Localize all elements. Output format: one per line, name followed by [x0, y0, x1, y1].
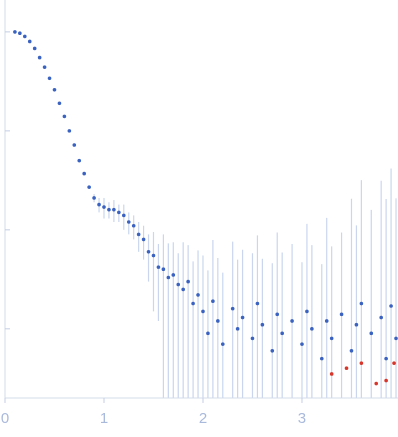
data-point: [384, 356, 388, 361]
data-point: [344, 366, 349, 371]
data-point: [13, 30, 17, 34]
x-tick-label: 3: [298, 410, 306, 427]
data-point: [57, 101, 62, 106]
data-point: [136, 232, 141, 237]
data-point: [82, 171, 86, 176]
data-point: [176, 282, 181, 287]
data-point: [329, 336, 334, 341]
data-point: [359, 301, 364, 306]
data-point: [290, 319, 294, 323]
x-tick-label: 0: [1, 410, 9, 427]
data-point: [107, 207, 111, 212]
data-point: [52, 87, 57, 92]
data-point: [92, 196, 96, 200]
data-point: [392, 361, 396, 365]
points: [13, 30, 398, 386]
data-point: [102, 205, 106, 209]
data-point: [117, 210, 121, 215]
data-point: [87, 185, 91, 189]
data-point: [191, 301, 195, 306]
data-point: [126, 220, 131, 224]
data-point: [72, 143, 77, 147]
data-point: [131, 223, 136, 228]
data-point: [379, 315, 383, 320]
data-point: [310, 327, 314, 331]
data-point: [300, 342, 304, 346]
data-point: [206, 331, 210, 336]
data-point: [37, 55, 42, 60]
data-point: [275, 312, 280, 317]
data-point: [211, 299, 215, 304]
data-point: [384, 378, 388, 383]
data-point: [324, 319, 329, 323]
data-point: [240, 315, 245, 320]
data-point: [121, 213, 126, 218]
x-tick-label: 1: [100, 410, 108, 427]
data-point: [394, 336, 398, 341]
data-point: [62, 114, 67, 119]
data-point: [359, 361, 364, 365]
axes: 0 1 2 3: [1, 0, 398, 427]
data-point: [146, 250, 151, 254]
data-point: [67, 129, 72, 133]
data-point: [349, 348, 354, 353]
data-point: [18, 31, 22, 36]
data-point: [186, 279, 190, 284]
data-point: [250, 336, 255, 341]
x-tick-label: 2: [199, 410, 207, 427]
data-point: [181, 287, 185, 292]
data-point: [270, 348, 275, 353]
data-point: [151, 253, 156, 258]
data-point: [374, 381, 379, 386]
data-point: [161, 267, 166, 272]
data-point: [319, 356, 324, 361]
data-point: [171, 273, 176, 277]
data-point: [196, 293, 200, 297]
data-point: [329, 372, 334, 376]
data-point: [280, 331, 284, 336]
error-bars: [14, 31, 397, 398]
data-point: [339, 312, 344, 317]
data-point: [305, 309, 309, 314]
data-point: [260, 322, 265, 327]
data-point: [220, 342, 225, 346]
data-point: [97, 202, 101, 207]
data-point: [235, 327, 240, 331]
data-point: [166, 275, 171, 280]
data-point: [255, 301, 260, 306]
data-point: [156, 265, 161, 269]
data-point: [216, 319, 220, 323]
data-point: [389, 304, 393, 308]
data-point: [230, 306, 235, 311]
data-point: [354, 322, 359, 327]
data-point: [369, 331, 374, 336]
data-point: [22, 34, 27, 39]
data-point: [27, 39, 32, 44]
data-point: [112, 207, 116, 212]
data-point: [32, 46, 37, 51]
data-point: [77, 158, 82, 163]
data-point: [141, 237, 146, 242]
data-point: [42, 65, 47, 69]
data-point: [47, 76, 52, 81]
data-point: [201, 309, 205, 314]
